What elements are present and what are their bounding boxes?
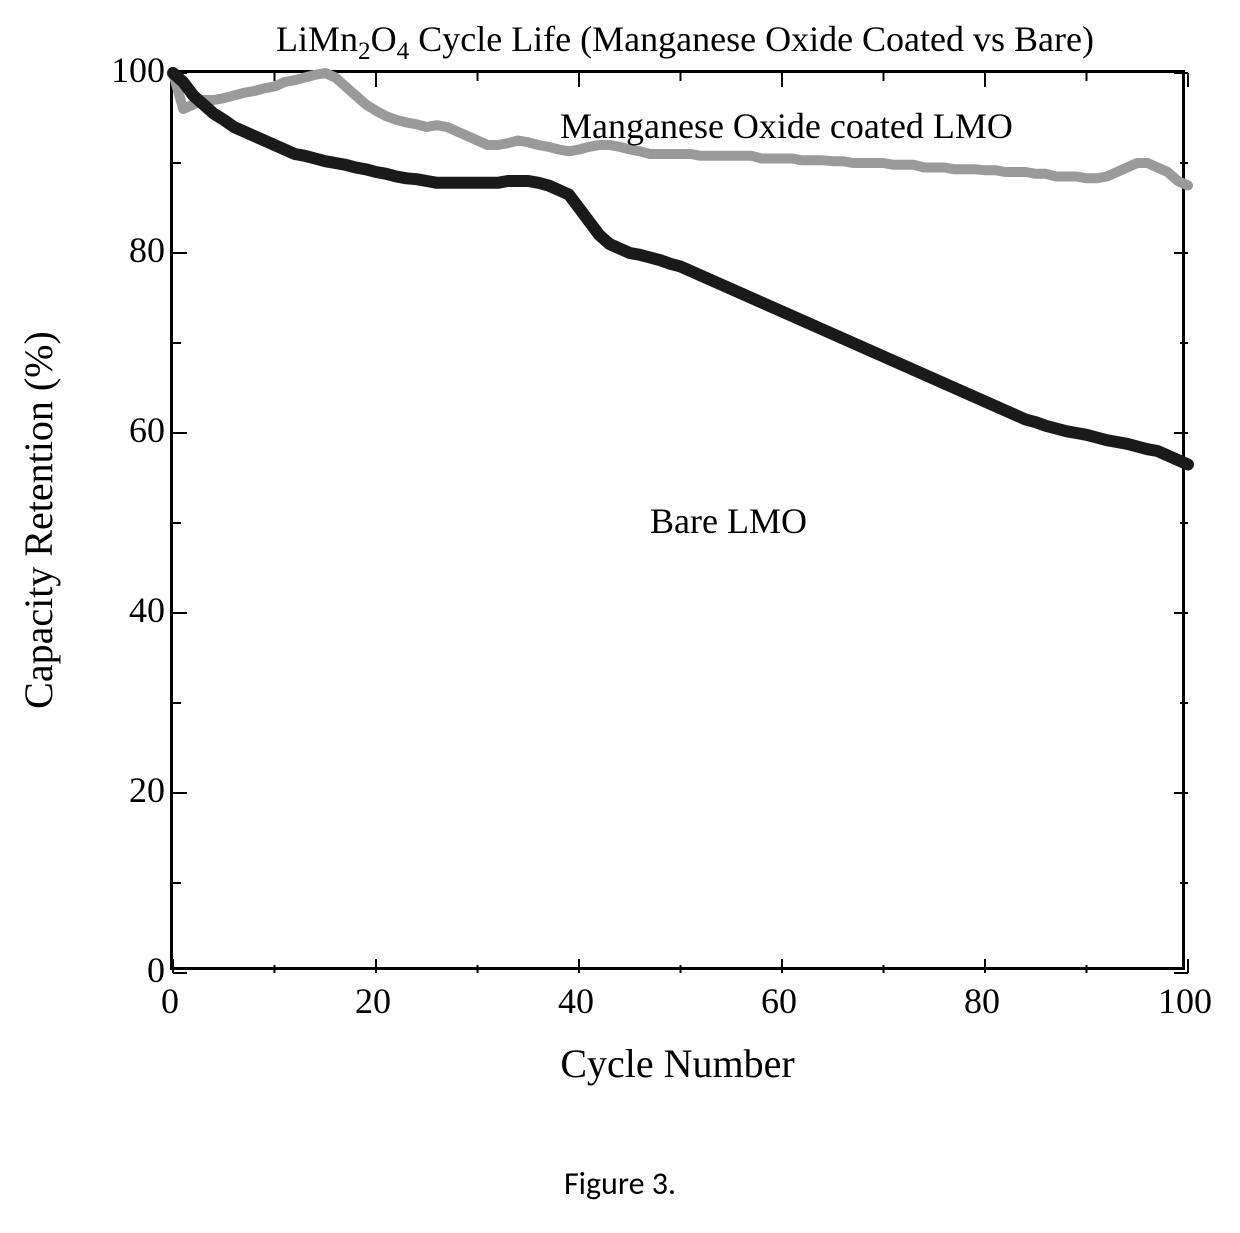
- y-tick-label: 80: [129, 229, 165, 271]
- x-tick-label: 100: [1158, 980, 1212, 1022]
- y-tick-label: 40: [129, 589, 165, 631]
- y-tick-label: 20: [129, 769, 165, 811]
- x-axis-label: Cycle Number: [170, 1040, 1185, 1087]
- x-tick-label: 80: [964, 980, 1000, 1022]
- series-label-bare: Bare LMO: [650, 500, 807, 542]
- x-tick-label: 40: [558, 980, 594, 1022]
- figure-caption: Figure 3.: [0, 1164, 1240, 1203]
- y-axis-label: Capacity Retention (%): [15, 331, 62, 709]
- y-tick-label: 100: [111, 49, 165, 91]
- x-tick-label: 20: [355, 980, 391, 1022]
- chart-title: LiMn2O4 Cycle Life (Manganese Oxide Coat…: [150, 18, 1220, 66]
- series-label-coated: Manganese Oxide coated LMO: [560, 105, 1013, 147]
- y-tick-label: 60: [129, 409, 165, 451]
- x-tick-label: 0: [161, 980, 179, 1022]
- x-tick-label: 60: [761, 980, 797, 1022]
